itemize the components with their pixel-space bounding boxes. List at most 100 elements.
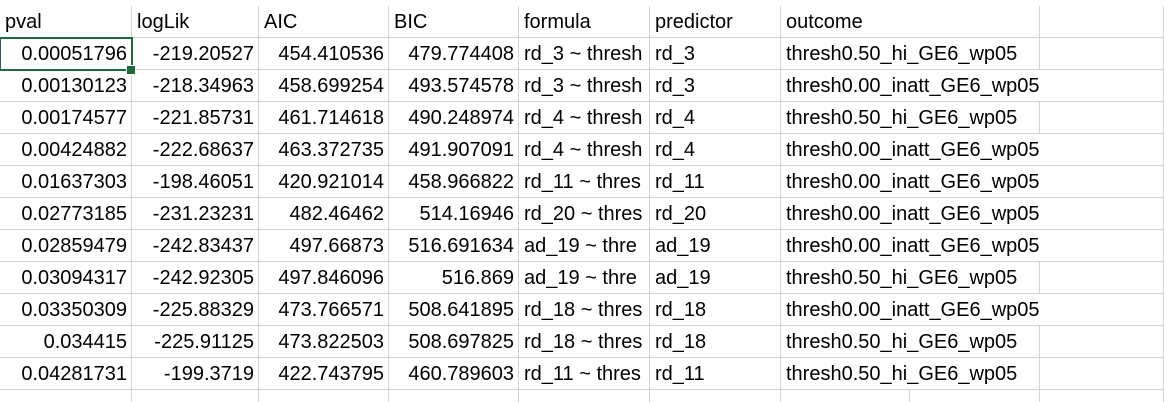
- table-cell[interactable]: rd_18: [650, 294, 781, 326]
- table-cell[interactable]: 0.00174577: [0, 102, 132, 134]
- table-cell[interactable]: thresh0.50_hi_GE6_wp05: [781, 262, 1040, 294]
- table-cell[interactable]: rd_4: [650, 134, 781, 166]
- table-cell[interactable]: -225.91125: [132, 326, 259, 358]
- table-cell[interactable]: rd_4 ~ thresh: [519, 102, 650, 134]
- table-cell[interactable]: thresh0.00_inatt_GE6_wp05: [781, 294, 1164, 326]
- table-cell[interactable]: [1040, 102, 1164, 134]
- table-cell[interactable]: [1040, 358, 1164, 390]
- table-cell[interactable]: thresh0.00_inatt_GE6_wp05: [781, 134, 1164, 166]
- table-cell[interactable]: 516.869: [389, 262, 519, 294]
- table-cell[interactable]: -219.20527: [132, 38, 259, 70]
- table-cell[interactable]: 454.410536: [259, 38, 389, 70]
- table-cell[interactable]: ad_19 ~ thre: [519, 262, 650, 294]
- column-header-outcome[interactable]: outcome: [781, 6, 910, 38]
- fill-handle[interactable]: [126, 65, 136, 75]
- table-cell[interactable]: rd_18: [650, 326, 781, 358]
- table-cell[interactable]: 473.822503: [259, 326, 389, 358]
- table-cell[interactable]: 508.697825: [389, 326, 519, 358]
- table-cell[interactable]: 0.03350309: [0, 294, 132, 326]
- table-cell[interactable]: thresh0.00_inatt_GE6_wp05: [781, 230, 1164, 262]
- table-cell[interactable]: rd_11: [650, 166, 781, 198]
- table-cell[interactable]: 490.248974: [389, 102, 519, 134]
- table-cell[interactable]: rd_4: [650, 102, 781, 134]
- table-cell[interactable]: [1040, 38, 1164, 70]
- table-cell[interactable]: 0.00424882: [0, 134, 132, 166]
- table-cell[interactable]: thresh0.50_hi_GE6_wp05: [781, 358, 1040, 390]
- table-cell[interactable]: -222.68637: [132, 134, 259, 166]
- table-cell[interactable]: -225.88329: [132, 294, 259, 326]
- table-cell[interactable]: rd_3 ~ thresh: [519, 70, 650, 102]
- table-cell[interactable]: 508.641895: [389, 294, 519, 326]
- table-cell[interactable]: rd_20: [650, 198, 781, 230]
- table-cell[interactable]: rd_11: [650, 358, 781, 390]
- table-cell[interactable]: 514.16946: [389, 198, 519, 230]
- column-header-predictor[interactable]: predictor: [650, 6, 781, 38]
- table-cell[interactable]: 0.02773185: [0, 198, 132, 230]
- column-header-AIC[interactable]: AIC: [259, 6, 389, 38]
- table-cell[interactable]: rd_3 ~ thresh: [519, 38, 650, 70]
- table-cell[interactable]: 463.372735: [259, 134, 389, 166]
- table-cell[interactable]: 0.03094317: [0, 262, 132, 294]
- table-cell[interactable]: -242.92305: [132, 262, 259, 294]
- column-header-empty[interactable]: [1040, 6, 1164, 38]
- table-cell[interactable]: rd_18 ~ thres: [519, 294, 650, 326]
- column-header-BIC[interactable]: BIC: [389, 6, 519, 38]
- table-cell[interactable]: ad_19: [650, 230, 781, 262]
- table-cell[interactable]: [1040, 326, 1164, 358]
- table-cell[interactable]: [1040, 390, 1164, 402]
- table-cell[interactable]: 458.966822: [389, 166, 519, 198]
- column-header-formula[interactable]: formula: [519, 6, 650, 38]
- table-cell[interactable]: [1040, 262, 1164, 294]
- table-cell[interactable]: 0.02859479: [0, 230, 132, 262]
- table-cell[interactable]: thresh0.50_hi_GE6_wp05: [781, 38, 1040, 70]
- table-cell[interactable]: [910, 390, 1040, 402]
- table-cell[interactable]: -231.23231: [132, 198, 259, 230]
- table-cell[interactable]: 493.574578: [389, 70, 519, 102]
- table-cell[interactable]: thresh0.00_inatt_GE6_wp05: [781, 198, 1164, 230]
- table-cell[interactable]: ad_19 ~ thre: [519, 230, 650, 262]
- table-cell[interactable]: rd_11 ~ thres: [519, 358, 650, 390]
- table-cell[interactable]: -218.34963: [132, 70, 259, 102]
- table-cell[interactable]: [389, 390, 519, 402]
- table-cell[interactable]: 460.789603: [389, 358, 519, 390]
- table-cell[interactable]: ad_19: [650, 262, 781, 294]
- table-cell[interactable]: [0, 390, 132, 402]
- table-cell[interactable]: 473.766571: [259, 294, 389, 326]
- table-cell[interactable]: thresh0.00_inatt_GE6_wp05: [781, 166, 1164, 198]
- table-cell[interactable]: [781, 390, 910, 402]
- table-cell[interactable]: 516.691634: [389, 230, 519, 262]
- table-cell[interactable]: thresh0.00_inatt_GE6_wp05: [781, 70, 1164, 102]
- table-cell[interactable]: rd_3: [650, 38, 781, 70]
- table-cell[interactable]: 491.907091: [389, 134, 519, 166]
- table-cell[interactable]: 420.921014: [259, 166, 389, 198]
- table-cell[interactable]: 497.66873: [259, 230, 389, 262]
- table-cell[interactable]: 461.714618: [259, 102, 389, 134]
- table-cell[interactable]: -198.46051: [132, 166, 259, 198]
- column-header-pval[interactable]: pval: [0, 6, 132, 38]
- table-cell[interactable]: 479.774408: [389, 38, 519, 70]
- table-cell[interactable]: 0.04281731: [0, 358, 132, 390]
- table-cell[interactable]: 0.00130123: [0, 70, 132, 102]
- table-cell[interactable]: -199.3719: [132, 358, 259, 390]
- column-header-empty[interactable]: [910, 6, 1040, 38]
- table-cell[interactable]: -221.85731: [132, 102, 259, 134]
- table-cell[interactable]: [132, 390, 259, 402]
- table-cell[interactable]: [259, 390, 389, 402]
- column-header-logLik[interactable]: logLik: [132, 6, 259, 38]
- table-cell[interactable]: 482.46462: [259, 198, 389, 230]
- table-cell[interactable]: rd_4 ~ thresh: [519, 134, 650, 166]
- table-cell[interactable]: 0.01637303: [0, 166, 132, 198]
- table-cell[interactable]: 458.699254: [259, 70, 389, 102]
- table-cell[interactable]: 497.846096: [259, 262, 389, 294]
- table-cell[interactable]: rd_3: [650, 70, 781, 102]
- table-cell[interactable]: rd_18 ~ thres: [519, 326, 650, 358]
- table-cell[interactable]: -242.83437: [132, 230, 259, 262]
- table-cell[interactable]: [650, 390, 781, 402]
- table-cell[interactable]: thresh0.50_hi_GE6_wp05: [781, 326, 1040, 358]
- table-cell[interactable]: rd_11 ~ thres: [519, 166, 650, 198]
- table-cell[interactable]: rd_20 ~ thres: [519, 198, 650, 230]
- table-cell[interactable]: thresh0.50_hi_GE6_wp05: [781, 102, 1040, 134]
- table-cell[interactable]: 0.034415: [0, 326, 132, 358]
- table-cell[interactable]: [519, 390, 650, 402]
- table-cell[interactable]: 422.743795: [259, 358, 389, 390]
